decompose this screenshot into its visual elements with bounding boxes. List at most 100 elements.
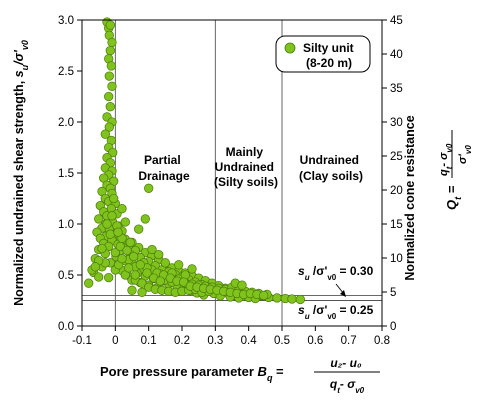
x-axis-formula-den: qt- σv0 bbox=[330, 377, 365, 395]
data-point bbox=[97, 243, 107, 254]
data-point bbox=[102, 219, 112, 229]
data-point bbox=[134, 224, 144, 234]
y-tick-label: 1.0 bbox=[58, 219, 74, 231]
data-point bbox=[187, 264, 197, 274]
data-point bbox=[120, 217, 130, 227]
y2-tick-label: 25 bbox=[390, 151, 403, 163]
x-tick-label: 0 bbox=[112, 335, 118, 347]
data-point bbox=[105, 45, 115, 56]
zone-label-undrained: Undrained (Clay soils) bbox=[299, 153, 363, 183]
line-label-sub2: v0 bbox=[327, 312, 336, 321]
y-axis-left-label-symbol: s bbox=[12, 70, 26, 77]
data-point bbox=[122, 245, 132, 256]
x-tick-label: 0.8 bbox=[374, 335, 390, 347]
x-axis-den-main: q bbox=[330, 377, 338, 391]
data-point bbox=[155, 276, 165, 286]
y2-tick-label: 5 bbox=[390, 287, 396, 299]
y-tick-label: 0.0 bbox=[58, 321, 74, 333]
data-point bbox=[137, 287, 147, 297]
line-label-sub: u bbox=[305, 273, 310, 282]
y-axis-left-label-main: Normalized undrained shear strength, bbox=[12, 81, 26, 306]
y-axis-right-num-main: q bbox=[438, 169, 450, 176]
y-axis-right-den-sub: v0 bbox=[464, 145, 473, 154]
line-label-sub: u bbox=[305, 312, 310, 321]
data-point bbox=[106, 61, 116, 71]
line-label-symbol: s bbox=[298, 264, 305, 278]
line-label-text: /σ' bbox=[310, 303, 328, 317]
line-label-sub2: v0 bbox=[327, 273, 336, 282]
x-tick-label: 0.4 bbox=[241, 335, 258, 347]
x-tick-label: 0.7 bbox=[341, 335, 357, 347]
x-tick-label: 0.1 bbox=[141, 335, 157, 347]
y-axis-right-den-main: σ' bbox=[457, 154, 469, 164]
zone-label-line: Partial bbox=[144, 153, 181, 167]
x-axis-den-sub: t bbox=[337, 386, 340, 395]
y-axis-right-formula-den: σ'v0 bbox=[457, 145, 473, 164]
data-point bbox=[104, 71, 114, 81]
legend-sublabel: (8-20 m) bbox=[306, 56, 352, 70]
x-tick-label: -0.1 bbox=[72, 335, 92, 347]
data-point bbox=[84, 278, 94, 288]
zone-label-partial-drainage: Partial Drainage bbox=[138, 153, 190, 183]
y2-tick-label: 15 bbox=[390, 219, 403, 231]
data-point bbox=[107, 37, 117, 48]
y-axis-right-num-sub: t bbox=[445, 166, 454, 169]
y-axis-right-label-main: Normalized cone resistance bbox=[403, 115, 417, 280]
x-axis-label-equals: = bbox=[272, 364, 284, 379]
data-point bbox=[147, 244, 157, 255]
y-axis-right-formula-num: qt- σv0 bbox=[438, 143, 454, 176]
y-axis-right-formula: Qt = qt- σv0 σ'v0 bbox=[438, 130, 473, 210]
data-point bbox=[129, 251, 139, 262]
zone-label-line: (Clay soils) bbox=[299, 169, 363, 183]
x-axis-label-text: Pore pressure parameter Bq = bbox=[100, 364, 284, 383]
y2-tick-label: 0 bbox=[390, 321, 396, 333]
y-axis-right-symbol-text: Qt = bbox=[444, 185, 463, 210]
y-axis-left-label-text: Normalized undrained shear strength, su/… bbox=[12, 40, 30, 306]
x-axis-label-prefix: Pore pressure parameter bbox=[100, 364, 254, 379]
y-axis-left-label-symbol-sub: u bbox=[20, 64, 30, 70]
data-point bbox=[117, 204, 127, 214]
zone-label-mainly-undrained: Mainly Undrained (Silty soils) bbox=[214, 145, 278, 189]
x-axis-label-symbol-sub: q bbox=[267, 373, 273, 383]
y-axis-right-ticks: 0 5 10 15 20 25 30 35 40 45 bbox=[382, 15, 403, 333]
x-tick-label: 0.3 bbox=[207, 335, 223, 347]
y-axis-left-label: Normalized undrained shear strength, su/… bbox=[12, 40, 30, 306]
data-point bbox=[130, 270, 140, 280]
legend-marker bbox=[284, 42, 296, 54]
x-axis-label-symbol: B bbox=[258, 364, 267, 379]
y-axis-right-symbol-sub: t bbox=[453, 196, 463, 200]
x-tick-label: 0.5 bbox=[274, 335, 290, 347]
data-point bbox=[140, 214, 150, 224]
legend: Silty unit (8-20 m) bbox=[275, 35, 371, 73]
data-point bbox=[125, 237, 135, 248]
line-label-025: su /σ'v0 = 0.25 bbox=[298, 303, 374, 321]
y2-tick-label: 30 bbox=[390, 117, 403, 129]
y-axis-left-label-slash: /σ' bbox=[12, 49, 26, 66]
data-point bbox=[127, 285, 137, 295]
data-point bbox=[90, 262, 100, 272]
data-point bbox=[104, 91, 114, 102]
data-point bbox=[107, 211, 117, 221]
data-point bbox=[107, 81, 117, 91]
line-label-text: /σ' bbox=[310, 264, 328, 278]
line-label-value: = 0.25 bbox=[336, 303, 373, 317]
zone-label-line: Undrained bbox=[215, 160, 274, 174]
data-point bbox=[154, 249, 164, 260]
data-point bbox=[110, 247, 120, 258]
x-tick-label: 0.6 bbox=[307, 335, 323, 347]
y2-tick-label: 20 bbox=[390, 185, 403, 197]
y-tick-label: 1.5 bbox=[58, 168, 74, 180]
annotation-arrowhead bbox=[340, 290, 346, 297]
data-point bbox=[160, 258, 170, 268]
y-axis-right-num-tail: - σ bbox=[438, 152, 450, 167]
zone-label-line: Undrained bbox=[300, 153, 359, 167]
data-point bbox=[94, 272, 104, 282]
data-point bbox=[272, 293, 282, 303]
data-point bbox=[179, 277, 189, 287]
y2-tick-label: 35 bbox=[390, 83, 403, 95]
data-point bbox=[104, 122, 114, 132]
data-point bbox=[144, 183, 154, 193]
zone-label-line: Mainly bbox=[226, 145, 264, 159]
legend-box bbox=[275, 35, 371, 73]
